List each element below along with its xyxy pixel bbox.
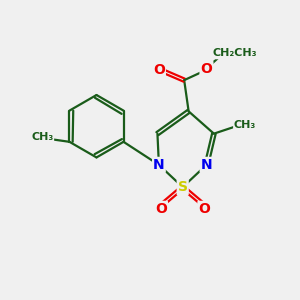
Text: O: O — [153, 63, 165, 77]
Text: N: N — [153, 158, 165, 172]
Text: N: N — [201, 158, 212, 172]
Text: O: O — [155, 202, 167, 216]
Text: CH₃: CH₃ — [31, 132, 53, 142]
Text: O: O — [199, 202, 210, 216]
Text: CH₂CH₃: CH₂CH₃ — [212, 48, 257, 59]
Text: CH₃: CH₃ — [234, 120, 256, 130]
Text: O: O — [200, 62, 212, 76]
Text: S: S — [178, 180, 188, 194]
